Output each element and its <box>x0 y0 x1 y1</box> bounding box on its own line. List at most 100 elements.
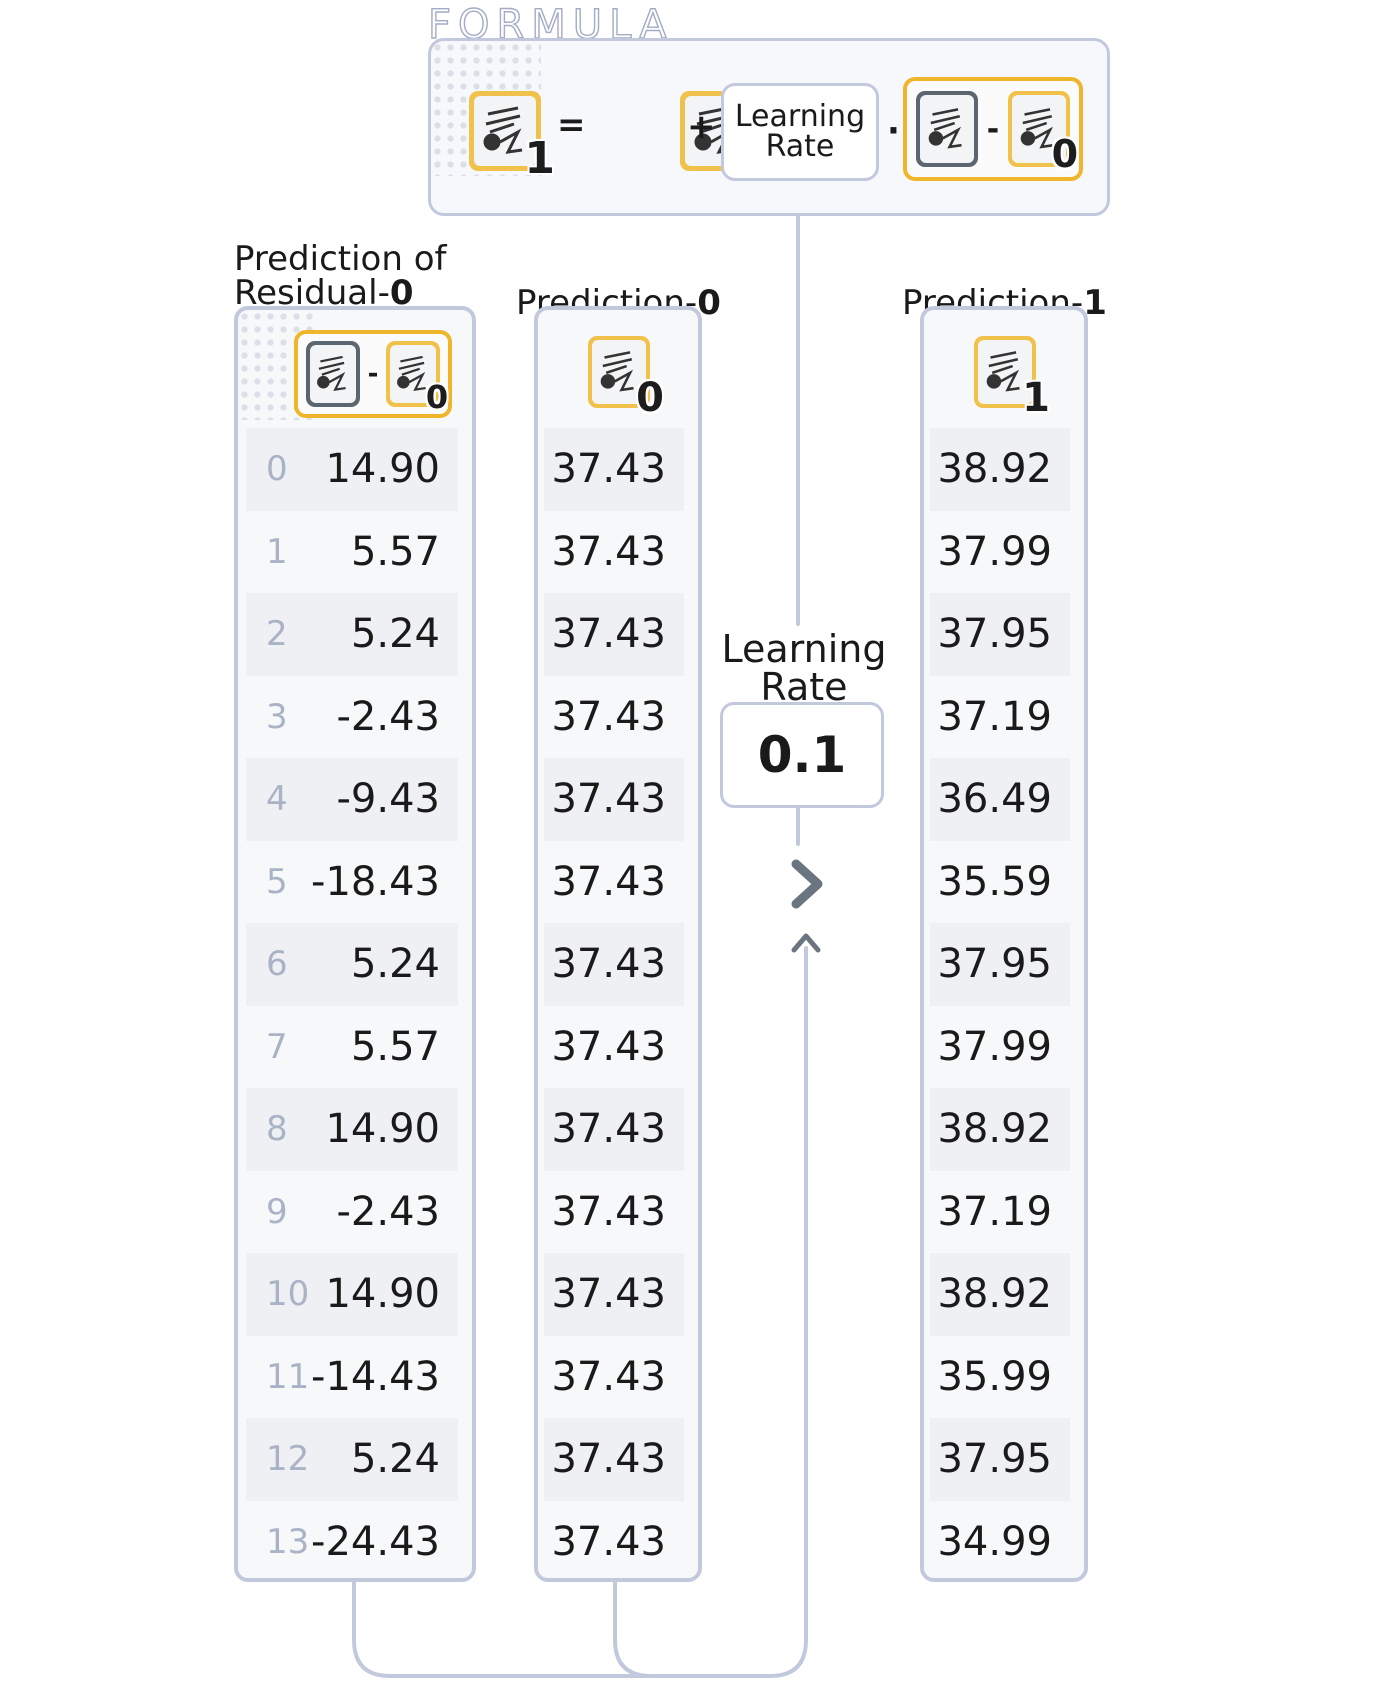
row-value: -2.43 <box>336 1188 441 1235</box>
table-row: 37.43 <box>544 1336 684 1419</box>
table-row: 13 -24.43 <box>246 1501 458 1584</box>
prediction-0-tree-badge-small: 0 <box>386 341 448 413</box>
learning-rate-label-line2: Rate <box>760 665 848 709</box>
row-index: 3 <box>266 696 288 737</box>
row-value: 37.43 <box>551 1271 666 1318</box>
prediction-1-subscript: 1 <box>1022 375 1050 421</box>
table-row: 8 14.90 <box>246 1088 458 1171</box>
table-row: 37.95 <box>930 1418 1070 1501</box>
table-row: 37.43 <box>544 1088 684 1171</box>
prediction-0-title-bold: 0 <box>697 283 721 323</box>
minus-sign: - <box>986 111 1000 147</box>
row-value: 36.49 <box>937 776 1052 823</box>
arrow-up-icon <box>791 933 821 953</box>
table-row: 37.43 <box>544 1253 684 1336</box>
tree-icon <box>592 340 646 404</box>
residual-title-line1: Prediction of <box>234 239 447 279</box>
row-value: 37.43 <box>551 1353 666 1400</box>
row-value: 37.95 <box>937 1436 1052 1483</box>
table-row: 37.19 <box>930 676 1070 759</box>
table-row: 38.92 <box>930 1088 1070 1171</box>
residual-column: - 0 0 14.90 1 5.57 2 5.24 3 -2.43 4 -9.43 5 -18.43 6… <box>234 306 476 1582</box>
prediction-0-tree-badge-small: 0 <box>1008 91 1078 173</box>
table-row: 37.43 <box>544 511 684 594</box>
table-row: 2 5.24 <box>246 593 458 676</box>
table-row: 37.43 <box>544 841 684 924</box>
row-value: 5.24 <box>350 611 440 658</box>
table-row: 37.43 <box>544 676 684 759</box>
row-value: 34.99 <box>937 1518 1052 1565</box>
table-row: 7 5.57 <box>246 1006 458 1089</box>
row-value: 37.43 <box>551 1106 666 1153</box>
row-value: 5.24 <box>350 1436 440 1483</box>
row-value: 37.95 <box>937 611 1052 658</box>
table-row: 9 -2.43 <box>246 1171 458 1254</box>
formula-learning-rate-box: Learning Rate <box>721 83 879 181</box>
row-value: 37.43 <box>551 1023 666 1070</box>
table-row: 34.99 <box>930 1501 1070 1584</box>
row-index: 7 <box>266 1026 288 1067</box>
row-index: 4 <box>266 779 288 820</box>
row-value: -9.43 <box>336 776 441 823</box>
table-row: 37.43 <box>544 758 684 841</box>
table-row: 37.95 <box>930 923 1070 1006</box>
row-value: -14.43 <box>311 1353 440 1400</box>
row-value: 14.90 <box>325 1271 440 1318</box>
table-row: 37.43 <box>544 1006 684 1089</box>
table-row: 37.43 <box>544 923 684 1006</box>
table-row: 37.43 <box>544 1171 684 1254</box>
prediction-0-tree-badge: 0 <box>588 336 664 418</box>
plus-sign: + <box>687 107 716 147</box>
row-value: 37.99 <box>937 1023 1052 1070</box>
table-row: 37.99 <box>930 1006 1070 1089</box>
prediction-0-subscript: 0 <box>636 375 664 421</box>
row-index: 11 <box>266 1356 310 1397</box>
prediction-1-subscript: 1 <box>524 133 555 184</box>
row-value: 37.43 <box>551 776 666 823</box>
row-value: 5.57 <box>350 1023 440 1070</box>
row-value: 38.92 <box>937 1106 1052 1153</box>
table-row: 0 14.90 <box>246 428 458 511</box>
row-value: 5.24 <box>350 941 440 988</box>
row-value: 37.19 <box>937 1188 1052 1235</box>
prediction-0-rows: 37.43 37.43 37.43 37.43 37.43 37.43 37.43 37.43… <box>544 428 684 1583</box>
table-row: 11 -14.43 <box>246 1336 458 1419</box>
table-row: 37.43 <box>544 1418 684 1501</box>
chevron-right-icon <box>791 859 823 909</box>
learning-rate-value-box: 0.1 <box>720 702 884 808</box>
row-index: 9 <box>266 1191 288 1232</box>
row-value: 37.19 <box>937 693 1052 740</box>
row-value: 35.59 <box>937 858 1052 905</box>
table-row: 37.43 <box>544 593 684 676</box>
row-value: 37.43 <box>551 446 666 493</box>
row-value: 37.43 <box>551 528 666 575</box>
row-index: 5 <box>266 861 288 902</box>
multiply-dot: · <box>887 111 900 151</box>
learning-rate-word: Learning <box>734 99 866 134</box>
table-row: 37.43 <box>544 428 684 511</box>
row-value: 37.43 <box>551 941 666 988</box>
row-value: 37.43 <box>551 1436 666 1483</box>
table-row: 4 -9.43 <box>246 758 458 841</box>
row-index: 8 <box>266 1109 288 1150</box>
table-row: 3 -2.43 <box>246 676 458 759</box>
residual-column-title: Prediction of Residual-0 <box>234 242 446 310</box>
equals-sign: = <box>557 105 586 145</box>
table-row: 38.92 <box>930 1253 1070 1336</box>
row-index: 6 <box>266 944 288 985</box>
residual-title-bold: 0 <box>389 273 414 313</box>
prediction-1-tree-badge: 1 <box>469 91 555 181</box>
table-row: 6 5.24 <box>246 923 458 1006</box>
row-index: 2 <box>266 614 288 655</box>
row-value: 37.43 <box>551 611 666 658</box>
row-value: 14.90 <box>325 1106 440 1153</box>
learning-rate-label-line1: Learning <box>721 627 887 671</box>
table-row: 12 5.24 <box>246 1418 458 1501</box>
target-tree-badge <box>305 341 360 407</box>
tree-icon <box>919 95 974 163</box>
table-row: 1 5.57 <box>246 511 458 594</box>
table-row: 10 14.90 <box>246 1253 458 1336</box>
row-value: 38.92 <box>937 1271 1052 1318</box>
prediction-1-rows: 38.92 37.99 37.95 37.19 36.49 35.59 37.95 37.99… <box>930 428 1070 1583</box>
